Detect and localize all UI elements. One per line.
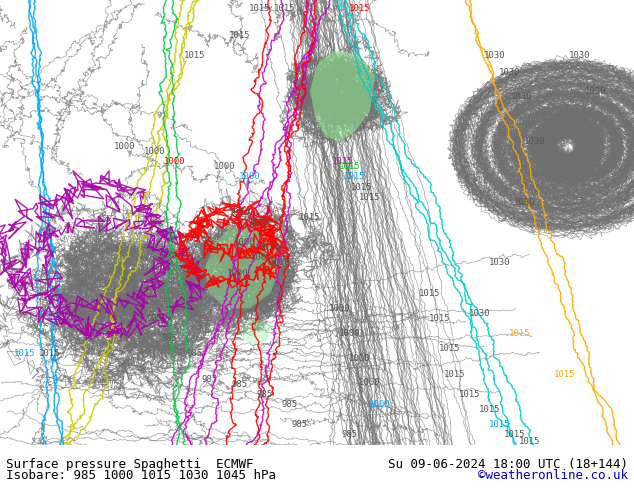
Text: 1030: 1030 bbox=[585, 87, 607, 96]
Text: 1015: 1015 bbox=[444, 369, 466, 379]
Text: 1015: 1015 bbox=[479, 405, 501, 414]
Text: 985: 985 bbox=[147, 314, 163, 323]
Text: 1000: 1000 bbox=[349, 354, 371, 364]
Text: 1015: 1015 bbox=[299, 213, 321, 222]
Text: 1000: 1000 bbox=[227, 269, 249, 277]
Polygon shape bbox=[205, 227, 280, 308]
Text: Surface pressure Spaghetti  ECMWF: Surface pressure Spaghetti ECMWF bbox=[6, 458, 254, 470]
Text: 1030: 1030 bbox=[514, 198, 536, 207]
Text: 1015: 1015 bbox=[275, 3, 295, 13]
Text: 985: 985 bbox=[282, 400, 298, 409]
Text: 1015: 1015 bbox=[419, 289, 441, 298]
Text: 1000: 1000 bbox=[359, 378, 381, 387]
Text: 985: 985 bbox=[257, 390, 273, 399]
Text: 1015: 1015 bbox=[509, 329, 531, 338]
Text: 1010: 1010 bbox=[269, 258, 291, 268]
Text: 1000: 1000 bbox=[329, 304, 351, 313]
Text: 1015: 1015 bbox=[39, 349, 61, 358]
Text: 1030: 1030 bbox=[524, 137, 546, 146]
Text: 985: 985 bbox=[342, 430, 358, 440]
Text: ©weatheronline.co.uk: ©weatheronline.co.uk bbox=[477, 469, 628, 482]
Text: 1000: 1000 bbox=[369, 400, 391, 409]
Text: 985: 985 bbox=[232, 380, 248, 389]
Text: 1015: 1015 bbox=[504, 430, 526, 440]
Text: 1015: 1015 bbox=[339, 162, 361, 171]
Text: 1015: 1015 bbox=[439, 344, 461, 353]
Text: 1000: 1000 bbox=[230, 208, 251, 217]
Text: 1015: 1015 bbox=[459, 390, 481, 399]
Text: 1030: 1030 bbox=[489, 258, 511, 268]
Text: 1015: 1015 bbox=[249, 3, 271, 13]
Text: 1000: 1000 bbox=[164, 157, 186, 166]
Text: 985: 985 bbox=[292, 420, 308, 429]
Text: 1030: 1030 bbox=[469, 309, 491, 318]
Text: Su 09-06-2024 18:00 UTC (18+144): Su 09-06-2024 18:00 UTC (18+144) bbox=[387, 458, 628, 470]
Text: 1030: 1030 bbox=[484, 51, 506, 60]
Text: 1030: 1030 bbox=[569, 51, 591, 60]
Text: 1000: 1000 bbox=[249, 218, 271, 227]
Text: 1015: 1015 bbox=[351, 183, 373, 192]
Text: 1030: 1030 bbox=[499, 68, 521, 77]
Text: 1010: 1010 bbox=[259, 243, 281, 252]
Text: 1015: 1015 bbox=[489, 420, 511, 429]
Text: 1000: 1000 bbox=[234, 238, 256, 247]
Text: 1015: 1015 bbox=[14, 349, 36, 358]
Text: 1015: 1015 bbox=[230, 31, 251, 40]
Text: 1015: 1015 bbox=[349, 3, 371, 13]
Text: 1015: 1015 bbox=[519, 438, 541, 446]
Text: 1000: 1000 bbox=[114, 142, 136, 151]
Text: Isobare: 985 1000 1015 1030 1045 hPa: Isobare: 985 1000 1015 1030 1045 hPa bbox=[6, 469, 276, 482]
Text: 1000: 1000 bbox=[145, 147, 165, 156]
Polygon shape bbox=[310, 50, 375, 142]
Text: 985: 985 bbox=[187, 349, 203, 358]
Polygon shape bbox=[242, 318, 270, 346]
Text: 985: 985 bbox=[202, 375, 218, 384]
Text: 1015: 1015 bbox=[429, 314, 451, 323]
Text: 1030: 1030 bbox=[511, 92, 533, 100]
Text: 1000: 1000 bbox=[339, 329, 361, 338]
Text: 985: 985 bbox=[162, 334, 178, 343]
Text: 1015: 1015 bbox=[344, 172, 366, 181]
Text: 1015: 1015 bbox=[332, 157, 354, 166]
Text: 1000: 1000 bbox=[251, 253, 273, 262]
Text: 1015: 1015 bbox=[554, 369, 576, 379]
Text: 1000: 1000 bbox=[214, 162, 236, 171]
Text: 1015: 1015 bbox=[359, 193, 381, 202]
Text: 1015: 1015 bbox=[184, 51, 206, 60]
Text: 1000: 1000 bbox=[239, 172, 261, 181]
